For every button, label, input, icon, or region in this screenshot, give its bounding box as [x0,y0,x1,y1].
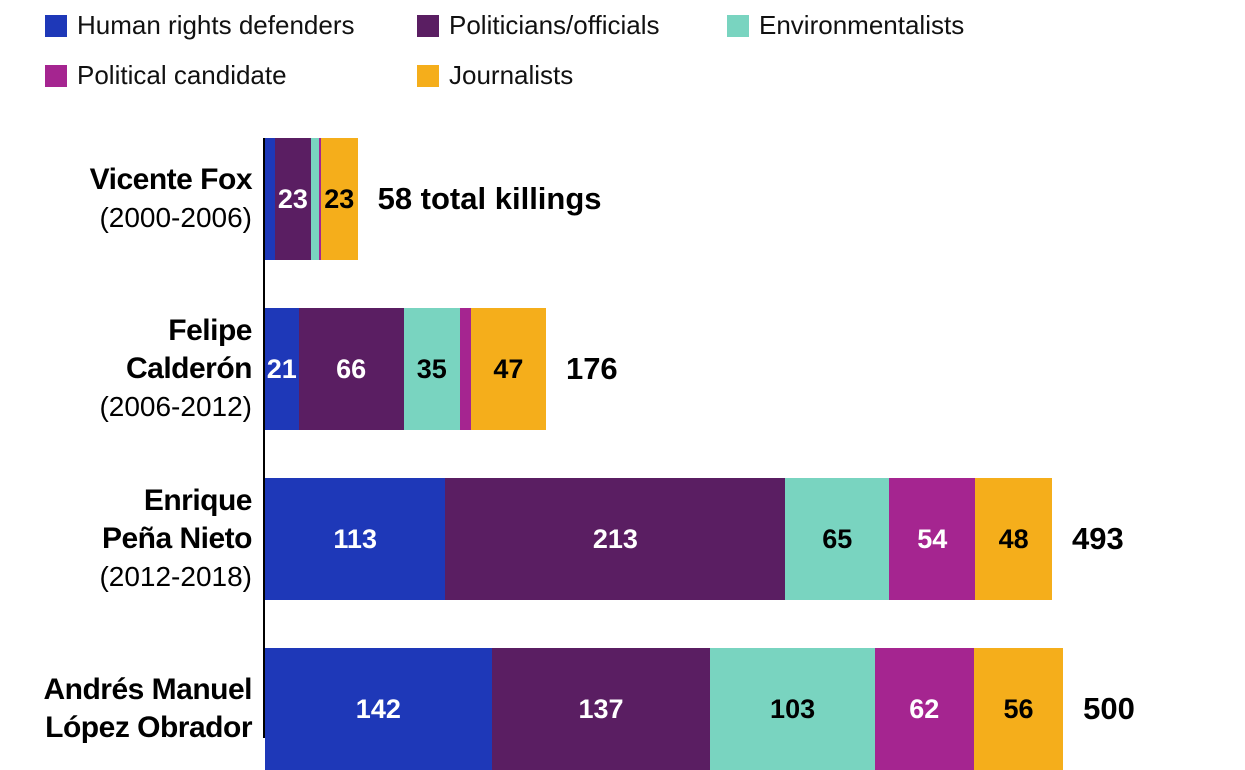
bar-segment: 21 [265,308,299,430]
total-label: 500 [1083,691,1135,726]
legend-label: Political candidate [77,60,287,90]
y-axis-line [263,138,265,738]
bar-segment: 56 [973,648,1064,770]
category-label: Andrés Manuel López Obrador [43,673,252,744]
bar-segment: 23 [320,138,358,260]
data-label: 54 [917,523,948,554]
legend-item: Political candidate [45,60,287,91]
bar-segment: 47 [470,308,546,430]
bar-segment: 62 [874,648,974,770]
category-label: Felipe Calderón (2006-2012) [99,314,252,422]
legend-label: Human rights defenders [77,10,355,40]
legend-swatch [45,64,67,87]
legend-swatch [417,64,439,87]
bar-segment: 48 [975,478,1052,600]
bar-segment [319,138,321,260]
total-label: 493 [1072,521,1124,556]
total-label: 58 total killings [377,181,602,216]
bar-segment [311,138,320,260]
data-label: 213 [592,523,638,554]
data-label: 142 [355,693,401,724]
bar-segment: 213 [445,478,786,600]
legend-label: Journalists [449,60,574,90]
category-label: Enrique Peña Nieto (2012-2018) [99,484,252,592]
data-label: 21 [266,353,297,384]
data-label: 65 [822,523,853,554]
bar-segment: 23 [274,138,312,260]
legend-label: Environmentalists [759,10,965,40]
legend-item: Politicians/officials [417,10,660,41]
bar-segment: 142 [265,648,492,770]
bar-segment: 66 [298,308,404,430]
legend-swatch [45,14,67,37]
bar-segment: 113 [265,478,446,600]
data-label: 35 [416,353,447,384]
legend-label: Politicians/officials [449,10,660,40]
bar-segment: 103 [710,648,875,770]
legend-swatch [417,14,439,37]
legend-item: Environmentalists [727,10,964,41]
bar-segment: 137 [491,648,711,770]
data-label: 23 [277,183,308,214]
data-label: 62 [909,693,940,724]
data-label: 47 [493,353,524,384]
data-label: 48 [998,523,1029,554]
bar-segment [459,308,471,430]
data-label: 113 [333,523,377,554]
legend-item: Journalists [417,60,573,91]
data-label: 137 [578,693,624,724]
data-label: 23 [324,183,355,214]
data-label: 56 [1003,693,1034,724]
legend-item: Human rights defenders [45,10,354,41]
bar-segment: 65 [785,478,890,600]
category-label: Vicente Fox (2000-2006) [89,163,253,233]
bar-segment: 35 [403,308,460,430]
data-label: 66 [336,353,367,384]
legend-swatch [727,14,749,37]
total-label: 176 [565,351,618,386]
bar-segment: 54 [889,478,976,600]
bar-segment [265,138,275,260]
data-label: 103 [770,693,816,724]
